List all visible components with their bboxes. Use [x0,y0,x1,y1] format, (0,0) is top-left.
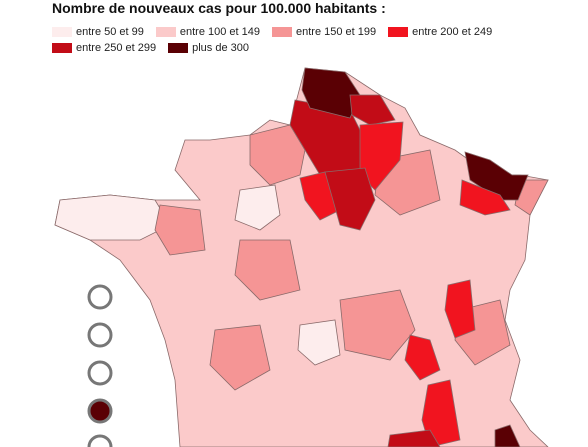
region [54,194,171,241]
option-circle[interactable] [87,360,113,386]
region [404,334,441,381]
option-circle[interactable] [87,284,113,310]
region [301,67,361,119]
legend-swatch [155,27,176,37]
france-map [54,67,549,447]
map-title: Nombre de nouveaux cas pour 100.000 habi… [52,0,386,16]
region [154,204,206,256]
legend-swatch [388,27,409,37]
region [359,121,404,191]
legend-item: plus de 300 [168,42,249,54]
legend-swatch [168,43,189,53]
legend-label: entre 100 et 149 [179,26,261,38]
region [494,424,521,447]
legend-item: entre 200 et 249 [388,26,492,38]
legend-label: entre 150 et 199 [296,26,377,38]
legend-swatch [52,43,72,53]
region [349,94,396,126]
region [387,429,441,447]
legend-item: entre 50 et 99 [52,26,144,38]
controls [87,284,113,447]
region [459,179,511,216]
legend-item: entre 100 et 149 [155,26,261,38]
region [464,151,529,201]
region [209,324,271,391]
region [339,289,416,361]
legend-label: entre 250 et 299 [76,42,157,54]
option-circle[interactable] [87,322,113,348]
region [324,167,376,231]
legend-label: entre 50 et 99 [76,26,144,38]
region [234,184,281,231]
option-circle[interactable] [87,434,113,447]
legend-swatch [52,27,72,37]
region [444,279,476,339]
legend-item: entre 250 et 299 [52,42,156,54]
option-circle[interactable] [87,398,113,424]
legend: entre 50 et 99 entre 100 et 149 entre 150 … [52,26,588,54]
legend-label: plus de 300 [192,42,250,54]
legend-item: entre 150 et 199 [272,26,376,38]
legend-label: entre 200 et 249 [412,26,493,38]
region [234,239,301,301]
region [421,379,461,447]
region [297,319,341,366]
legend-swatch [272,27,293,37]
region [299,171,341,221]
